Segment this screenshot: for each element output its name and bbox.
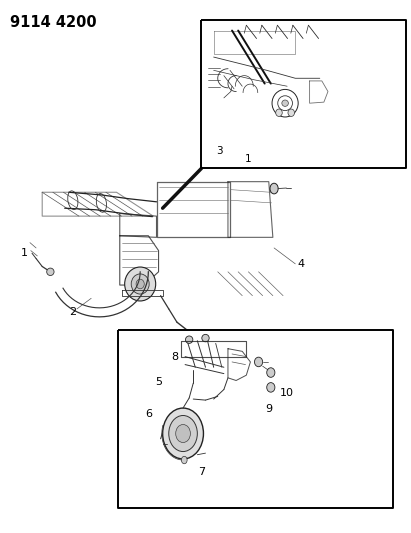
Text: 8: 8 (171, 352, 178, 361)
Text: 10: 10 (280, 387, 294, 398)
Ellipse shape (131, 274, 149, 294)
Text: 5: 5 (155, 376, 162, 386)
Text: 9114 4200: 9114 4200 (9, 14, 96, 30)
Ellipse shape (270, 183, 278, 194)
Ellipse shape (288, 109, 295, 116)
Ellipse shape (267, 383, 275, 392)
Text: 3: 3 (217, 147, 223, 157)
Ellipse shape (254, 357, 263, 367)
Ellipse shape (47, 268, 54, 276)
Ellipse shape (267, 368, 275, 377)
Ellipse shape (125, 267, 156, 301)
Ellipse shape (276, 109, 282, 116)
Ellipse shape (175, 424, 190, 442)
Text: 4: 4 (298, 259, 305, 269)
Ellipse shape (181, 456, 187, 464)
Ellipse shape (163, 408, 203, 459)
Text: 1: 1 (20, 248, 28, 259)
Ellipse shape (202, 334, 209, 342)
Text: 7: 7 (198, 467, 205, 477)
Text: 1: 1 (245, 154, 252, 164)
Text: 9: 9 (265, 403, 272, 414)
Ellipse shape (169, 416, 197, 451)
Ellipse shape (136, 279, 144, 289)
Text: 6: 6 (145, 409, 152, 419)
Ellipse shape (185, 336, 193, 343)
Ellipse shape (282, 100, 289, 107)
Text: 2: 2 (69, 306, 76, 317)
